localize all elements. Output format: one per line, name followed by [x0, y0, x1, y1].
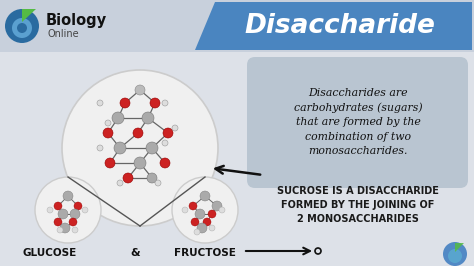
Circle shape [219, 207, 225, 213]
Circle shape [203, 218, 211, 226]
Text: Biology: Biology [46, 14, 107, 28]
Circle shape [105, 158, 115, 168]
Circle shape [12, 18, 32, 38]
Circle shape [70, 209, 80, 219]
Circle shape [57, 227, 63, 233]
Circle shape [47, 207, 53, 213]
Text: Online: Online [48, 29, 80, 39]
Text: Disaccharides are
carbohydrates (sugars)
that are formed by the
combination of t: Disaccharides are carbohydrates (sugars)… [294, 88, 422, 156]
Circle shape [212, 201, 222, 211]
Circle shape [17, 23, 27, 33]
Circle shape [123, 173, 133, 183]
Circle shape [191, 218, 199, 226]
Polygon shape [0, 0, 474, 52]
Circle shape [97, 145, 103, 151]
Circle shape [112, 112, 124, 124]
Circle shape [58, 209, 68, 219]
Circle shape [172, 177, 238, 243]
Circle shape [208, 210, 216, 218]
Circle shape [443, 242, 467, 266]
Circle shape [54, 218, 62, 226]
Circle shape [72, 227, 78, 233]
Circle shape [35, 177, 101, 243]
Polygon shape [195, 2, 472, 50]
FancyBboxPatch shape [247, 57, 468, 188]
Circle shape [133, 128, 143, 138]
Circle shape [155, 180, 161, 186]
Text: FRUCTOSE: FRUCTOSE [174, 248, 236, 258]
Circle shape [150, 98, 160, 108]
Circle shape [162, 100, 168, 106]
Circle shape [62, 70, 218, 226]
Circle shape [74, 202, 82, 210]
Circle shape [146, 142, 158, 154]
Circle shape [163, 128, 173, 138]
Circle shape [69, 218, 77, 226]
Circle shape [189, 202, 197, 210]
Circle shape [60, 223, 70, 233]
Circle shape [209, 225, 215, 231]
Text: GLUCOSE: GLUCOSE [23, 248, 77, 258]
Circle shape [82, 207, 88, 213]
Circle shape [182, 207, 188, 213]
Polygon shape [0, 52, 474, 266]
Circle shape [120, 98, 130, 108]
Circle shape [117, 180, 123, 186]
Circle shape [63, 191, 73, 201]
Text: SUCROSE IS A DISACCHARIDE
FORMED BY THE JOINING OF
2 MONOSACCHARIDES: SUCROSE IS A DISACCHARIDE FORMED BY THE … [277, 186, 439, 224]
Circle shape [448, 249, 462, 263]
Circle shape [97, 100, 103, 106]
Circle shape [105, 120, 111, 126]
Circle shape [135, 85, 145, 95]
Circle shape [160, 158, 170, 168]
Polygon shape [455, 243, 464, 252]
Circle shape [5, 9, 39, 43]
Polygon shape [22, 9, 36, 22]
Circle shape [134, 157, 146, 169]
Circle shape [103, 128, 113, 138]
Circle shape [197, 223, 207, 233]
Circle shape [147, 173, 157, 183]
Circle shape [194, 229, 200, 235]
Circle shape [142, 112, 154, 124]
Circle shape [162, 140, 168, 146]
Text: Disaccharide: Disaccharide [245, 13, 436, 39]
Circle shape [195, 209, 205, 219]
Circle shape [200, 191, 210, 201]
Circle shape [54, 202, 62, 210]
Circle shape [114, 142, 126, 154]
Circle shape [172, 125, 178, 131]
Text: &: & [130, 248, 140, 258]
